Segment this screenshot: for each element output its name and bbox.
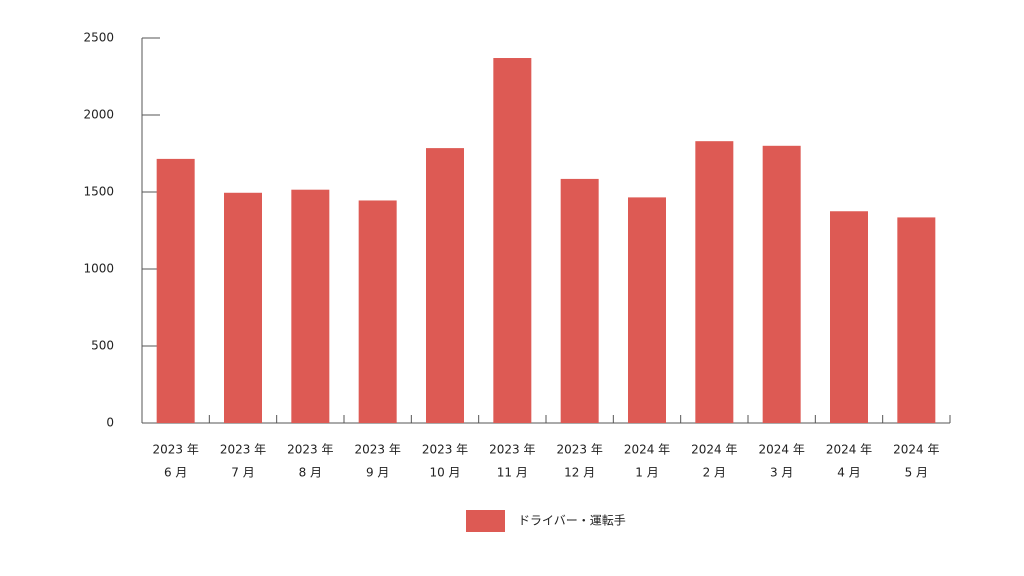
x-tick-label: 1 月	[635, 466, 658, 480]
x-tick-label: 2024 年	[758, 443, 804, 457]
bar	[291, 189, 330, 423]
bar	[426, 148, 464, 424]
x-tick-label: 5 月	[905, 466, 928, 480]
x-tick-label: 10 月	[429, 466, 460, 480]
x-tick-label: 12 月	[564, 466, 595, 480]
x-tick-label: 11 月	[497, 466, 528, 480]
bar	[695, 141, 734, 423]
bar	[358, 200, 397, 423]
x-tick-label: 2024 年	[624, 443, 670, 457]
x-tick-label: 3 月	[770, 466, 793, 480]
x-tick-label: 2023 年	[354, 443, 400, 457]
y-tick-label: 1500	[83, 185, 114, 199]
x-tick-label: 2023 年	[422, 443, 468, 457]
x-tick-label: 2023 年	[489, 443, 535, 457]
y-tick-label: 2000	[83, 108, 114, 122]
y-tick-label: 500	[91, 339, 114, 353]
x-tick-label: 6 月	[164, 466, 187, 480]
legend-label: ドライバー・運転手	[518, 514, 626, 528]
bar	[897, 217, 936, 423]
x-tick-label: 2023 年	[556, 443, 602, 457]
x-tick-label: 9 月	[366, 466, 389, 480]
x-tick-label: 2023 年	[152, 443, 198, 457]
x-tick-label: 2023 年	[220, 443, 266, 457]
x-tick-label: 2023 年	[287, 443, 333, 457]
x-tick-label: 2 月	[703, 466, 726, 480]
bar	[560, 178, 599, 423]
x-tick-label: 2024 年	[691, 443, 737, 457]
bar	[156, 158, 195, 423]
y-tick-label: 0	[106, 416, 114, 430]
bar	[830, 211, 868, 423]
legend-swatch	[466, 510, 505, 532]
bar	[628, 197, 666, 423]
x-tick-label: 2024 年	[826, 443, 872, 457]
y-tick-label: 2500	[83, 31, 114, 45]
bar	[224, 192, 262, 423]
y-tick-label: 1000	[83, 262, 114, 276]
x-tick-label: 7 月	[231, 466, 254, 480]
bar	[762, 145, 801, 424]
x-tick-label: 2024 年	[893, 443, 939, 457]
x-tick-label: 8 月	[299, 466, 322, 480]
x-tick-label: 4 月	[837, 466, 860, 480]
bar	[493, 58, 532, 424]
